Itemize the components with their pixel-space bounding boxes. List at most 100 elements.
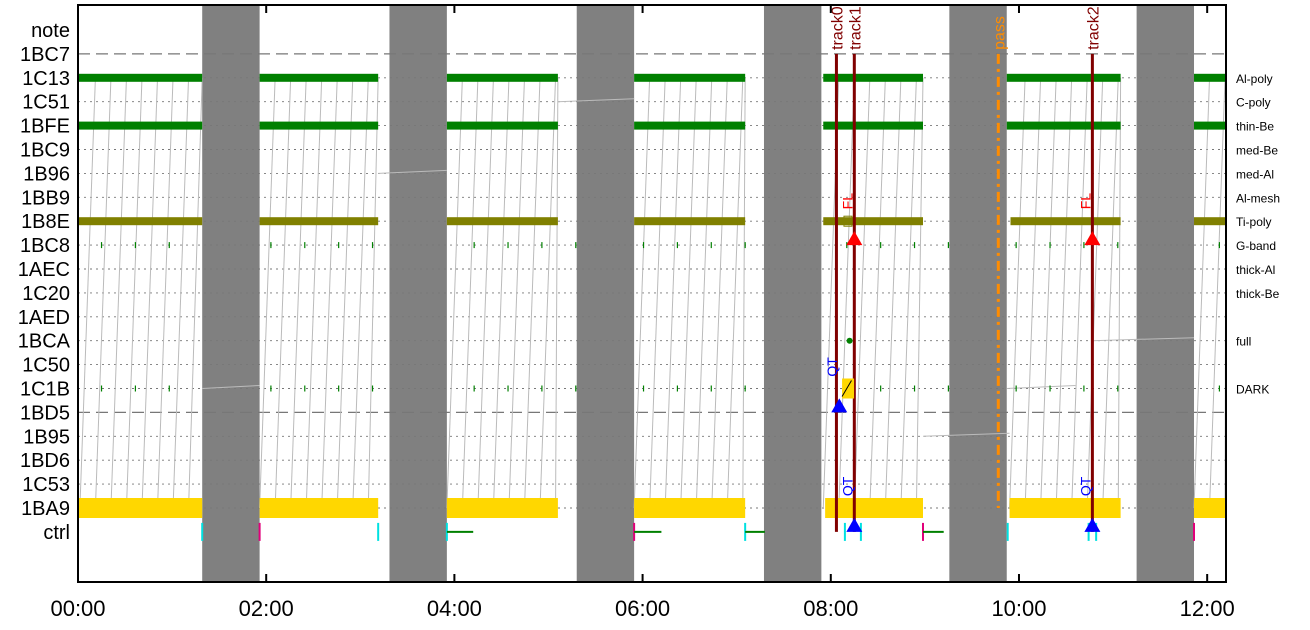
obs-bar xyxy=(1006,121,1121,130)
trace-segment xyxy=(141,77,159,509)
trace-step xyxy=(1006,385,1076,389)
x-tick-label: 02:00 xyxy=(239,596,294,621)
trace-segment xyxy=(125,77,143,509)
marker-triangle xyxy=(1084,231,1101,246)
trace-segment xyxy=(188,77,203,509)
filter-label: G-band xyxy=(1236,239,1276,253)
marker-triangle xyxy=(846,231,863,246)
y-row-label: 1BB9 xyxy=(21,187,70,209)
obs-bar xyxy=(823,217,924,226)
obs-bar xyxy=(78,217,203,226)
trace-segment xyxy=(711,77,728,509)
y-row-label: 1B8E xyxy=(21,211,70,233)
y-row-label: 1BC8 xyxy=(20,235,70,257)
obs-bar xyxy=(78,121,203,130)
marker-triangle xyxy=(846,517,863,532)
y-row-label: 1C13 xyxy=(22,68,70,90)
trace-segment xyxy=(367,77,379,509)
filter-label: Ti-poly xyxy=(1236,215,1272,229)
y-row-label: 1BC7 xyxy=(20,44,70,66)
marker-triangle xyxy=(1084,517,1101,532)
observation-bars xyxy=(78,73,1226,518)
obs-bar xyxy=(634,121,746,130)
trace-segment xyxy=(1055,77,1073,509)
row-gridlines xyxy=(78,53,1226,509)
x-axis: 00:00 02:00 04:00 06:00 08:00 10:00 12:00 xyxy=(50,5,1235,621)
obs-bar xyxy=(823,121,924,130)
x-tick-label: 12:00 xyxy=(1180,596,1235,621)
trace-step xyxy=(922,432,1010,437)
trace-segment xyxy=(838,77,855,509)
y-row-label: ctrl xyxy=(43,522,70,544)
filter-label: Al-mesh xyxy=(1236,191,1280,205)
trace-segment xyxy=(869,77,886,509)
night-band xyxy=(202,5,260,582)
trace-segment xyxy=(492,77,510,509)
marker-triangle xyxy=(831,398,848,413)
trace-segment xyxy=(336,77,354,509)
obs-bar xyxy=(78,73,203,82)
filter-label: DARK xyxy=(1236,383,1269,397)
trace-segment xyxy=(539,77,557,509)
filter-label: thick-Be xyxy=(1236,287,1280,301)
trace-segment xyxy=(523,77,541,509)
night-band xyxy=(576,5,635,582)
y-row-label: 1BD6 xyxy=(20,450,70,472)
y-row-label: 1C53 xyxy=(22,474,70,496)
trace-segment xyxy=(1086,77,1104,509)
trace-segment xyxy=(321,77,338,509)
y-row-label: 1BD5 xyxy=(20,402,70,424)
x-tick-label: 06:00 xyxy=(615,596,670,621)
x-tick-label: 10:00 xyxy=(991,596,1046,621)
filter-label: med-Be xyxy=(1236,144,1278,158)
filter-label: C-poly xyxy=(1236,96,1271,110)
obs-bar xyxy=(634,498,746,518)
trace-segment xyxy=(94,77,112,509)
right-labels: Al-poly C-poly thin-Be med-Be med-Al Al-mesh T… xyxy=(1236,72,1280,397)
y-row-label: 1AEC xyxy=(18,259,70,281)
obs-bar xyxy=(1006,73,1121,82)
annotation-dot xyxy=(846,337,853,344)
annotation-box xyxy=(842,378,855,399)
marker-label-QT: QT xyxy=(824,357,840,377)
calibration-ticks xyxy=(100,242,1221,541)
trace-segment xyxy=(290,77,307,509)
trace-segment xyxy=(853,77,871,509)
event-label-pass: pass xyxy=(991,16,1008,50)
trace-segment xyxy=(555,77,559,509)
night-band xyxy=(1136,5,1195,582)
y-row-label: 1C20 xyxy=(22,283,70,305)
obs-bar xyxy=(446,498,558,518)
trace-segment xyxy=(726,77,744,509)
trace-segment xyxy=(900,77,917,509)
trace-segment xyxy=(352,77,369,509)
filter-label: thin-Be xyxy=(1236,120,1274,134)
y-row-label: note xyxy=(31,20,70,42)
trace-segment xyxy=(1209,77,1226,509)
trace-step xyxy=(1092,337,1195,342)
trace-segment xyxy=(1024,77,1042,509)
sawtooth-trace xyxy=(79,77,1227,509)
trace-segment xyxy=(477,77,494,509)
obs-bar xyxy=(634,73,746,82)
plot-frame xyxy=(77,4,1227,583)
trace-segment xyxy=(1040,77,1057,509)
obs-bar xyxy=(259,498,379,518)
y-row-label: 1B96 xyxy=(23,163,70,185)
event-markers: FL FL QT QT QT xyxy=(824,193,1101,532)
y-row-label: 1BCA xyxy=(18,331,71,353)
annotation-slash xyxy=(841,380,852,397)
trace-segment xyxy=(1193,77,1211,509)
x-tick-label: 04:00 xyxy=(427,596,482,621)
trace-segment xyxy=(884,77,902,509)
obs-bar xyxy=(446,217,558,226)
filter-label: thick-Al xyxy=(1236,263,1275,277)
night-band xyxy=(389,5,447,582)
trace-segment xyxy=(1071,77,1088,509)
trace-segment xyxy=(649,77,666,509)
marker-label-QT: QT xyxy=(1077,476,1093,496)
obs-bar xyxy=(259,121,379,130)
y-row-label: 1BFE xyxy=(20,116,70,138)
marker-label-QT: QT xyxy=(839,476,855,496)
